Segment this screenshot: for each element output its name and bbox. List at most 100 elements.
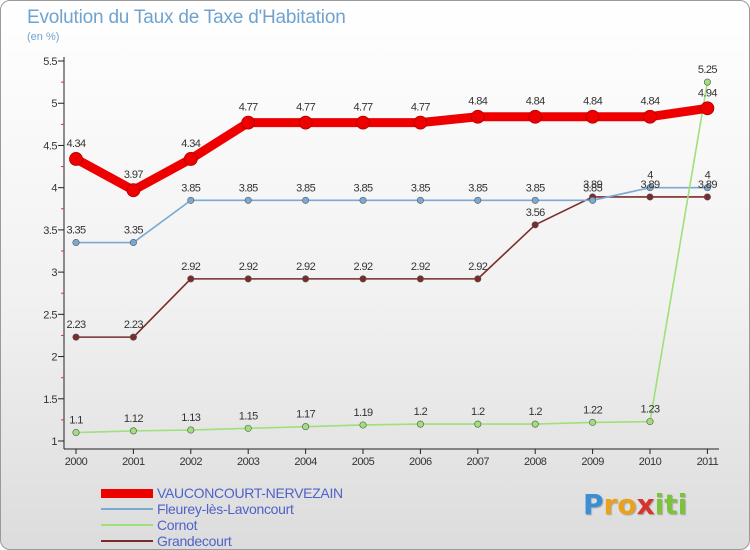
data-label: 3.85 xyxy=(239,182,258,194)
legend-label: Fleurey-lès-Lavoncourt xyxy=(157,501,294,517)
series-line-2 xyxy=(75,81,709,434)
logo-letter: x xyxy=(636,488,655,521)
data-label: 3.89 xyxy=(698,179,717,191)
data-label: 2.92 xyxy=(411,261,430,273)
data-point xyxy=(703,193,711,201)
data-label: 1.19 xyxy=(353,407,372,419)
data-label: 5.25 xyxy=(698,64,717,76)
data-point xyxy=(72,333,80,341)
data-label: 3.85 xyxy=(411,182,430,194)
data-point xyxy=(126,183,141,198)
data-label: 1.1 xyxy=(69,415,83,427)
data-point xyxy=(528,109,543,124)
data-label: 1.22 xyxy=(583,404,602,416)
x-tick-label: 2010 xyxy=(639,456,662,468)
logo-letter: r xyxy=(603,488,618,521)
x-tick-label: 2002 xyxy=(180,456,203,468)
legend: VAUCONCOURT-NERVEZAIN Fleurey-lès-Lavonc… xyxy=(101,485,343,549)
legend-item-cornot[interactable]: Cornot xyxy=(101,517,343,533)
data-label: 3.85 xyxy=(296,182,315,194)
legend-swatch-grandecourt xyxy=(101,540,153,542)
series-line-0 xyxy=(71,103,712,195)
data-label: 3.85 xyxy=(583,182,602,194)
data-point xyxy=(72,239,80,247)
data-label: 2.23 xyxy=(66,319,85,331)
data-point xyxy=(646,184,654,192)
y-tick-label: 4 xyxy=(51,183,57,195)
legend-swatch-fleurey xyxy=(101,508,153,510)
data-label: 1.15 xyxy=(239,410,258,422)
data-label: 1.2 xyxy=(471,406,485,418)
x-tick-label: 2005 xyxy=(352,456,375,468)
data-label: 3.85 xyxy=(526,182,545,194)
proxiti-logo: Proxiti xyxy=(583,488,687,521)
data-point xyxy=(359,196,367,204)
chart-subtitle: (en %) xyxy=(27,31,60,43)
x-tick-label: 2008 xyxy=(524,456,547,468)
data-label: 3.85 xyxy=(468,182,487,194)
data-point xyxy=(474,196,482,204)
data-point xyxy=(416,196,424,204)
data-point xyxy=(531,196,539,204)
series-line-3 xyxy=(75,196,709,338)
data-point xyxy=(129,239,137,247)
data-label: 4.77 xyxy=(411,102,430,114)
y-tick-label: 2.5 xyxy=(43,309,57,321)
data-label: 4.77 xyxy=(239,102,258,114)
data-label: 4.77 xyxy=(296,102,315,114)
data-point xyxy=(359,421,367,429)
data-label: 2.23 xyxy=(124,319,143,331)
legend-item-vauconcourt[interactable]: VAUCONCOURT-NERVEZAIN xyxy=(101,485,343,501)
data-point xyxy=(646,193,654,201)
data-label: 4.94 xyxy=(698,87,717,99)
data-point xyxy=(646,418,654,426)
data-label: 3.97 xyxy=(124,169,143,181)
x-tick-label: 2009 xyxy=(581,456,604,468)
data-point xyxy=(302,423,310,431)
data-point xyxy=(413,115,428,130)
legend-label: VAUCONCOURT-NERVEZAIN xyxy=(157,485,343,501)
data-label: 1.12 xyxy=(124,413,143,425)
data-point xyxy=(531,420,539,428)
data-point xyxy=(700,101,715,116)
data-point xyxy=(298,115,313,130)
data-point xyxy=(474,275,482,283)
data-point xyxy=(589,418,597,426)
data-label: 4 xyxy=(705,170,711,182)
logo-letter: P xyxy=(583,488,604,521)
data-point xyxy=(302,275,310,283)
data-point xyxy=(302,196,310,204)
x-tick-label: 2001 xyxy=(122,456,145,468)
data-point xyxy=(187,426,195,434)
data-label: 3.85 xyxy=(181,182,200,194)
legend-item-fleurey[interactable]: Fleurey-lès-Lavoncourt xyxy=(101,501,343,517)
legend-label: Grandecourt xyxy=(157,533,232,549)
legend-item-grandecourt[interactable]: Grandecourt xyxy=(101,533,343,549)
data-point xyxy=(416,275,424,283)
data-label: 4 xyxy=(647,170,653,182)
data-label: 1.2 xyxy=(414,406,428,418)
y-tick-label: 3 xyxy=(51,267,57,279)
data-point xyxy=(470,109,485,124)
x-tick-label: 2003 xyxy=(237,456,260,468)
data-label: 1.17 xyxy=(296,409,315,421)
data-label: 2.92 xyxy=(239,261,258,273)
data-label: 4.34 xyxy=(66,138,85,150)
data-point xyxy=(241,115,256,130)
data-label: 4.34 xyxy=(181,138,200,150)
data-label: 3.56 xyxy=(526,207,545,219)
data-label: 2.92 xyxy=(296,261,315,273)
data-label: 1.13 xyxy=(181,412,200,424)
logo-letter: t xyxy=(664,488,678,521)
data-point xyxy=(69,152,83,166)
data-label: 3.85 xyxy=(353,182,372,194)
data-label: 4.84 xyxy=(583,96,602,108)
chart-title: Evolution du Taux de Taxe d'Habitation xyxy=(27,7,346,28)
logo-letter: i xyxy=(677,488,688,521)
data-point xyxy=(474,420,482,428)
series-line-1 xyxy=(75,186,709,244)
y-tick-label: 1.5 xyxy=(43,394,57,406)
y-tick-label: 3.5 xyxy=(43,225,57,237)
